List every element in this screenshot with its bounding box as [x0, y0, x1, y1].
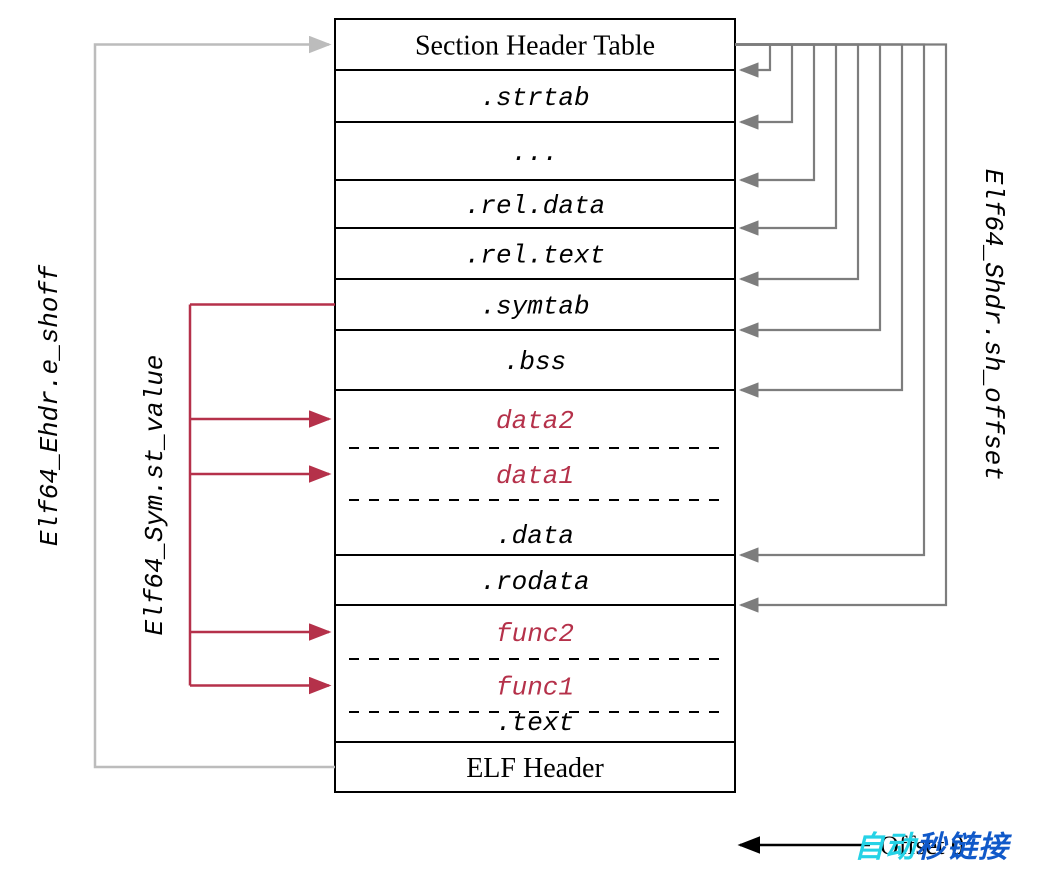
- label-e-shoff: Elf64_Ehdr.e_shoff: [35, 264, 65, 546]
- shoff-arrow-strtab: [735, 45, 770, 71]
- label-st-value: Elf64_Sym.st_value: [140, 355, 170, 636]
- shoff-arrow-text: [735, 45, 946, 606]
- shoff-arrow-symtab: [735, 45, 858, 280]
- row-label-sht: Section Header Table: [415, 30, 655, 61]
- arrow-e-shoff: [95, 45, 335, 768]
- row-label-reldata: .rel.data: [465, 191, 605, 221]
- row-label-symtab: .symtab: [480, 292, 589, 322]
- watermark-text: 自动秒链接: [854, 831, 1009, 864]
- sub-label-data2: data2: [496, 406, 574, 436]
- sub-label-func1: func1: [496, 673, 574, 703]
- shoff-arrow-dots: [735, 45, 792, 123]
- row-label-dots: ...: [512, 138, 559, 168]
- row-label-elfhdr: ELF Header: [466, 753, 604, 784]
- row-label-strtab: .strtab: [480, 83, 589, 113]
- shoff-arrow-reldata: [735, 45, 814, 181]
- label-sh-offset: Elf64_Shdr.sh_offset: [978, 169, 1008, 481]
- row-label-bss: .bss: [504, 347, 566, 377]
- row-label-data: .data: [496, 521, 574, 551]
- watermark: 自动秒链接: [854, 822, 1009, 866]
- row-label-rodata: .rodata: [480, 567, 589, 597]
- row-label-reltext: .rel.text: [465, 241, 605, 271]
- shoff-arrow-reltext: [735, 45, 836, 229]
- shoff-arrow-data: [735, 45, 902, 391]
- sub-label-func2: func2: [496, 619, 574, 649]
- sub-label-data1: data1: [496, 461, 574, 491]
